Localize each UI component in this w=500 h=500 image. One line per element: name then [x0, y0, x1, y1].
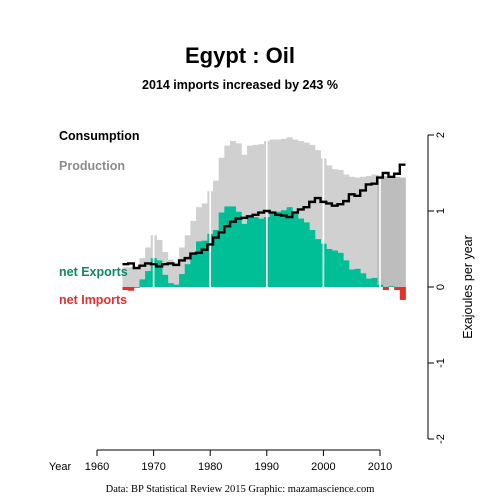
x-tick-label-1960: 1960 [85, 461, 109, 473]
production-bar-2014 [399, 177, 406, 287]
production-bar-2013 [394, 176, 401, 287]
net-export-bar-2001 [326, 249, 333, 287]
legend-consumption: Consumption [59, 129, 140, 143]
production-bar-2003 [337, 169, 344, 287]
net-export-bar-1969 [145, 271, 152, 287]
net-export-bar-1975 [179, 274, 186, 287]
net-export-bar-2002 [331, 250, 338, 287]
data-credit: Data: BP Statistical Review 2015 Graphic… [106, 484, 375, 495]
y-tick-label-0: 0 [435, 284, 447, 290]
net-export-bar-1977 [190, 254, 197, 287]
net-export-bar-1987 [246, 216, 254, 287]
net-export-bar-1986 [241, 223, 248, 287]
decade-divider-lines [152, 141, 381, 287]
net-export-bar-1985 [235, 211, 242, 287]
consumption-line [122, 163, 406, 270]
net-export-bar-1991 [269, 214, 276, 287]
net-export-bar-2004 [343, 260, 350, 287]
net-import-bar-1965 [122, 287, 129, 291]
net-export-bar-1992 [275, 211, 282, 287]
net-export-bar-2007 [360, 273, 367, 287]
net-export-bar-1984 [230, 206, 237, 287]
net-export-bar-2003 [337, 252, 344, 287]
net-import-bar-2014 [399, 287, 406, 300]
net-export-bar-1996 [297, 218, 304, 287]
net-export-bar-2009 [371, 277, 378, 287]
y-tick-label--1: -1 [435, 358, 447, 368]
x-tick-label-1990: 1990 [255, 461, 279, 473]
net-export-bar-2012 [388, 286, 395, 287]
y-tick-label-2: 2 [435, 132, 447, 138]
production-bar-1968 [139, 258, 146, 287]
net-export-bar-1973 [167, 283, 174, 287]
production-bar-1986 [241, 154, 248, 287]
production-bar-1966 [128, 267, 135, 287]
net-export-bar-2008 [365, 278, 372, 287]
net-export-bar-1979 [201, 240, 208, 287]
chart-title: Egypt : Oil [185, 43, 295, 68]
net-export-bar-1981 [213, 230, 220, 287]
net-export-bar-1988 [252, 217, 259, 287]
production-bar-1999 [314, 150, 321, 287]
production-bar-1967 [133, 268, 140, 287]
production-bar-1973 [167, 259, 174, 287]
production-bar-1974 [173, 262, 180, 287]
production-bar-1996 [297, 141, 304, 287]
production-bar-1972 [162, 252, 169, 287]
net-import-bar-1966 [128, 287, 135, 291]
net-export-bar-1995 [292, 214, 299, 287]
production-bar-1989 [258, 144, 265, 287]
net-export-bar-1978 [196, 241, 203, 287]
production-bar-2004 [343, 174, 350, 287]
production-bar-2005 [348, 176, 355, 287]
net-export-bar-1983 [224, 206, 231, 287]
x-axis: 1960 1970 1980 1990 2000 2010 [85, 449, 392, 473]
net-export-bar-1968 [139, 279, 146, 287]
y-tick-label-1: 1 [435, 208, 447, 214]
net-export-bar-1993 [280, 210, 288, 287]
y-axis: -2 -1 0 1 2 [427, 132, 447, 444]
net-export-bar-2005 [348, 269, 355, 287]
production-bar-1998 [309, 144, 316, 287]
legend-net-exports: net Exports [59, 265, 128, 279]
legend-net-imports: net Imports [59, 293, 127, 307]
legend-production: Production [59, 159, 125, 173]
x-axis-label: Year [49, 461, 72, 473]
x-tick-label-1980: 1980 [198, 461, 222, 473]
net-export-bar-1998 [309, 230, 316, 287]
x-tick-label-2000: 2000 [311, 461, 335, 473]
net-export-bar-1976 [184, 264, 191, 287]
net-export-bar-1974 [173, 284, 180, 287]
net-export-bar-1999 [314, 239, 321, 287]
net-export-bar-1989 [258, 218, 265, 287]
net-export-bar-1982 [218, 212, 225, 287]
production-bar-2007 [360, 176, 367, 287]
production-bar-1976 [184, 235, 191, 287]
x-tick-label-1970: 1970 [141, 461, 165, 473]
production-bar-2001 [326, 165, 333, 287]
chart-subtitle: 2014 imports increased by 243 % [142, 78, 338, 92]
production-bar-1969 [145, 247, 152, 287]
production-bar-2008 [365, 176, 372, 287]
y-axis-label: Exajoules per year [461, 235, 475, 339]
net-import-bar-1967 [133, 287, 140, 288]
net-export-bar-1994 [286, 207, 293, 287]
y-tick-label--2: -2 [435, 434, 447, 444]
net-export-bar-1972 [162, 274, 169, 287]
x-tick-label-2010: 2010 [368, 461, 392, 473]
production-bar-2011 [382, 176, 389, 287]
net-export-bar-1997 [303, 222, 310, 287]
production-bar-2006 [354, 177, 361, 287]
net-export-bar-2006 [354, 268, 361, 287]
production-bar-1975 [179, 247, 186, 287]
production-bar-2002 [331, 169, 338, 287]
production-bar-2009 [371, 174, 378, 287]
net-import-bar-2013 [394, 287, 401, 291]
net-export-bar-1971 [156, 260, 163, 287]
net-import-bar-2011 [382, 287, 389, 291]
production-bar-1997 [303, 142, 310, 287]
production-bar-2012 [388, 176, 395, 287]
production-bar-1965 [122, 267, 129, 287]
